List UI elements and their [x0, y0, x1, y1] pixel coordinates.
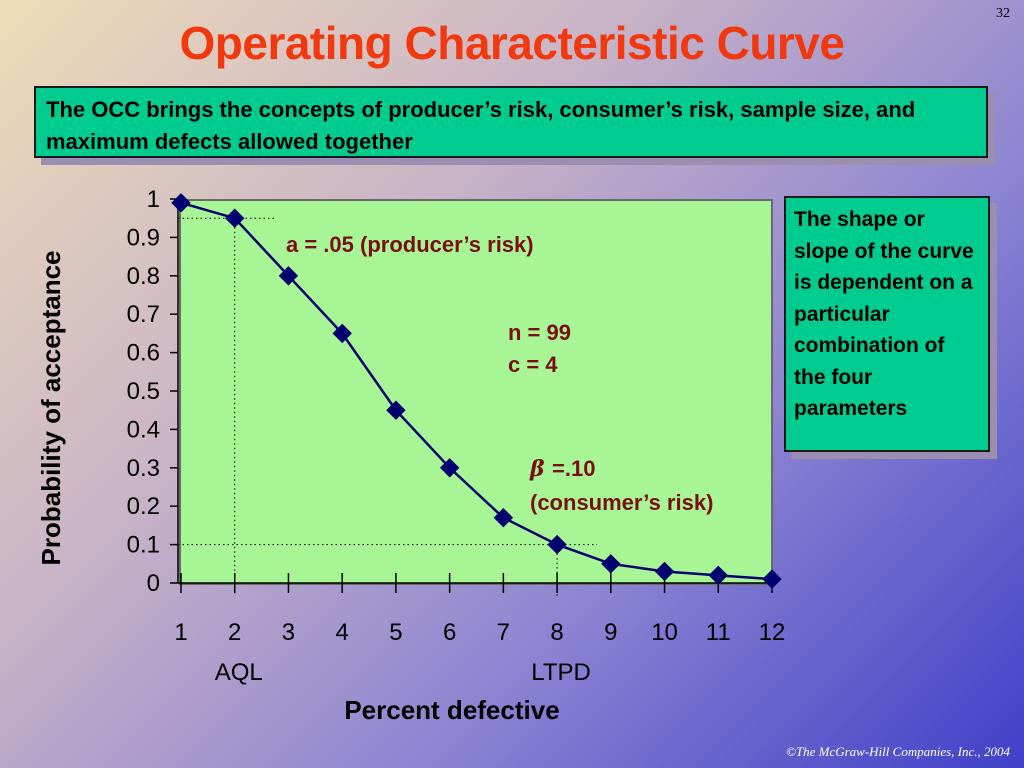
y-tick-label: 0.3	[127, 455, 160, 482]
data-point-marker	[332, 323, 352, 344]
consumer-risk-annotation: (consumer’s risk)	[530, 490, 713, 515]
y-tick-label: 1	[147, 186, 160, 213]
data-point-marker	[225, 208, 245, 228]
data-point-marker	[439, 458, 460, 478]
plot-area	[179, 199, 773, 585]
y-tick-label: 0.9	[127, 224, 160, 251]
aql-label: AQL	[215, 659, 263, 686]
x-axis-title: Percent defective	[344, 695, 559, 725]
ltpd-label: LTPD	[531, 659, 591, 686]
data-point-marker	[762, 569, 782, 589]
x-tick-label: 8	[550, 619, 563, 646]
data-point-marker	[171, 193, 191, 213]
x-tick-label: 6	[443, 619, 456, 646]
y-tick-label: 0.1	[127, 532, 160, 559]
data-point-marker	[708, 565, 728, 586]
data-point-marker	[654, 561, 675, 582]
y-tick-label: 0.6	[127, 340, 160, 367]
side-note-box: The shape or slope of the curve is depen…	[784, 196, 990, 452]
data-point-marker	[547, 534, 567, 555]
x-tick-label: 4	[336, 619, 349, 646]
x-tick-label: 7	[497, 619, 510, 646]
beta-symbol: β	[529, 456, 545, 482]
y-axis-title: Probability of acceptance	[36, 251, 66, 566]
page-number: 32	[996, 6, 1010, 21]
x-tick-label: 10	[651, 619, 678, 646]
copyright-notice: ©The McGraw-Hill Companies, Inc., 2004	[786, 744, 1010, 759]
acceptance-number-annotation: c = 4	[508, 352, 558, 377]
x-tick-label: 1	[174, 619, 187, 646]
x-tick-label: 3	[282, 619, 295, 646]
y-tick-label: 0.7	[127, 301, 160, 328]
y-tick-label: 0	[147, 570, 160, 597]
y-tick-label: 0.8	[127, 263, 160, 290]
x-tick-label: 12	[759, 619, 786, 646]
data-point-marker	[601, 554, 621, 574]
x-tick-label: 9	[604, 619, 617, 646]
data-point-marker	[386, 400, 406, 420]
x-tick-label: 11	[706, 619, 731, 646]
data-point-marker	[493, 508, 514, 528]
y-tick-label: 0.4	[127, 416, 160, 443]
sample-size-annotation: n = 99	[508, 320, 571, 345]
beta-value-annotation: =.10	[552, 456, 595, 481]
y-tick-label: 0.2	[127, 493, 160, 520]
intro-text-box: The OCC brings the concepts of producer’…	[34, 86, 988, 158]
data-point-marker	[278, 266, 299, 286]
producer-risk-annotation: a = .05 (producer’s risk)	[286, 232, 534, 257]
y-tick-label: 0.5	[127, 378, 160, 405]
slide-title: Operating Characteristic Curve	[179, 17, 845, 69]
x-tick-label: 2	[228, 619, 241, 646]
x-tick-label: 5	[389, 619, 402, 646]
